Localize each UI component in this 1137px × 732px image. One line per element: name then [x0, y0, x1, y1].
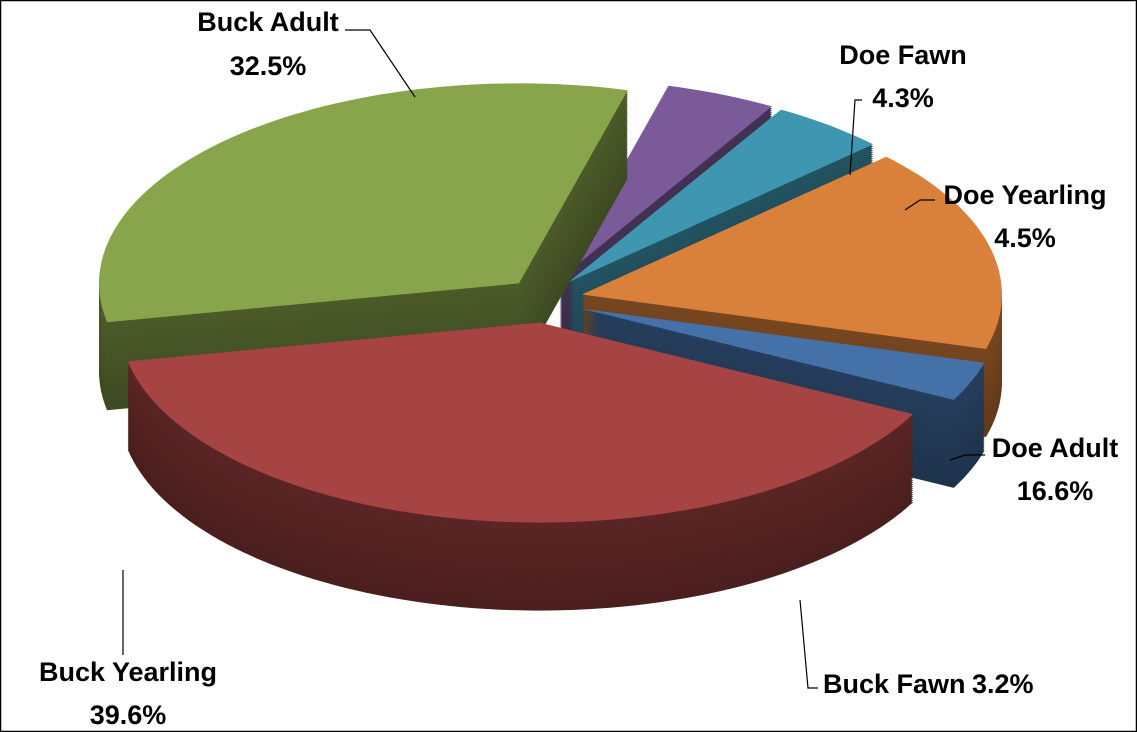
leader-line	[904, 199, 935, 211]
slice	[127, 322, 914, 523]
slice	[559, 85, 772, 279]
value-label: 39.6%	[90, 700, 167, 730]
slice	[99, 83, 628, 323]
slice	[568, 109, 874, 283]
value-label: 16.6%	[1017, 476, 1094, 506]
value-label: 4.3%	[872, 83, 934, 113]
slice	[580, 308, 985, 400]
leader-line	[345, 29, 416, 98]
value-label: 32.5%	[230, 51, 307, 81]
slice-label: Doe Yearling	[943, 180, 1106, 210]
value-label: 4.5%	[994, 223, 1056, 253]
value-label: 3.2%	[972, 669, 1034, 699]
slice-label: Buck Yearling	[39, 657, 217, 687]
leader-line	[949, 454, 985, 461]
leader-line	[849, 99, 862, 176]
pie	[99, 83, 1002, 611]
slice-label: Doe Adult	[992, 433, 1118, 463]
slice-label: Buck Adult	[197, 7, 339, 37]
slice	[581, 156, 1002, 349]
slice-label: Buck Fawn	[823, 669, 966, 699]
leader-line	[799, 599, 818, 689]
labels: Doe Fawn 4.3% Doe Yearling 4.5% Doe Adult 16.…	[39, 7, 1118, 730]
slice-label: Doe Fawn	[839, 40, 967, 70]
